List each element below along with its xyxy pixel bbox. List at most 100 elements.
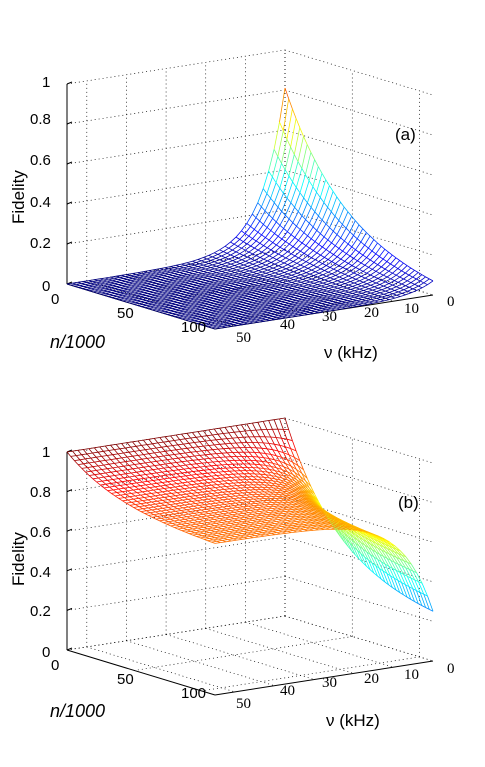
panel-a-mesh-n15-15 <box>253 277 259 280</box>
panel-b-mesh-n0-38 <box>72 449 78 452</box>
panel-b-mesh-n38-36 <box>223 537 230 539</box>
panel-b-mesh-n37-28 <box>263 529 270 531</box>
panel-a-mesh-nu17-7 <box>218 269 223 272</box>
panel-b-mesh-n30-2 <box>379 554 386 565</box>
panel-a-mesh-nu27-21 <box>215 296 220 298</box>
panel-b-mesh-n2-39 <box>74 459 80 461</box>
panel-b-mesh-n0-28 <box>126 441 133 443</box>
panel-a-mesh-n19-6 <box>316 263 323 268</box>
panel-a-mesh-nu25-20 <box>222 293 227 296</box>
panel-a-mesh-n9-25 <box>176 280 183 283</box>
panel-a-mesh-nu16-17 <box>260 280 265 283</box>
panel-a-mesh-nu29-10 <box>163 285 168 288</box>
panel-a-mesh-n31-39 <box>181 317 188 320</box>
panel-a-mesh-nu17-10 <box>229 273 234 276</box>
panel-a-mesh-n15-34 <box>149 295 156 297</box>
panel-b-gridline-nu3-f <box>165 634 315 680</box>
panel-a-mesh-n39-12 <box>358 302 364 305</box>
panel-a-mesh-nu21-12 <box>214 280 219 283</box>
panel-b-mesh-n11-8 <box>276 476 283 479</box>
panel-a-mesh-n29-1 <box>381 261 388 268</box>
panel-a-mesh-n30-9 <box>341 287 348 290</box>
panel-a-mesh-n9-9 <box>263 255 270 260</box>
panel-a-mesh-nu8-34 <box>367 291 372 294</box>
panel-b-mesh-n16-26 <box>197 491 203 494</box>
panel-a-mesh-nu3-3 <box>279 187 284 194</box>
panel-a-mesh-n34-32 <box>230 315 237 317</box>
panel-b-mesh-n30-28 <box>237 519 244 521</box>
panel-a-mesh-nu28-14 <box>184 289 189 291</box>
panel-a-mesh-nu15-7 <box>229 266 233 269</box>
panel-a-mesh-nu1-2 <box>286 138 291 148</box>
panel-b-mesh-n22-32 <box>186 508 193 511</box>
panel-a-mesh-n30-28 <box>237 307 244 309</box>
panel-a-mesh-nu31-28 <box>219 307 224 310</box>
panel-a-mesh-nu38-6 <box>99 288 104 291</box>
panel-a-mesh-n35-5 <box>381 287 388 291</box>
panel-a-mesh-nu7-23 <box>331 273 336 276</box>
panel-b-mesh-n10-39 <box>103 486 110 489</box>
panel-a-mesh-nu28-38 <box>272 316 277 319</box>
panel-a-mesh-nu29-27 <box>226 304 231 307</box>
panel-a-mesh-n18-23 <box>220 289 227 291</box>
panel-a-mesh-nu24-14 <box>205 285 210 288</box>
panel-a-mesh-nu29-26 <box>222 303 228 306</box>
panel-a-mesh-n36-14 <box>336 301 342 304</box>
panel-b-mesh-n14-23 <box>205 484 212 487</box>
panel-a-mesh-n37-4 <box>394 287 401 291</box>
panel-b-mesh-n27-39 <box>166 523 173 525</box>
panel-a-mesh-n16-27 <box>191 290 198 293</box>
panel-b-mesh-n6-34 <box>116 470 122 472</box>
panel-a-mesh-nu32-8 <box>140 285 145 288</box>
panel-a-mesh-nu3-22 <box>349 255 355 259</box>
panel-b-mesh-n13-11 <box>267 479 274 482</box>
panel-a-mesh-nu20-23 <box>260 292 265 294</box>
panel-a-mesh-n9-22 <box>192 277 199 280</box>
panel-a-mesh-n24-19 <box>264 292 271 294</box>
panel-a-mesh-n2-21 <box>172 268 178 271</box>
panel-a-mesh-nu34-2 <box>106 280 111 283</box>
panel-a-mesh-nu9-7 <box>261 251 266 255</box>
panel-a-mesh-n2-22 <box>167 269 173 272</box>
panel-a-mesh-nu6-3 <box>263 224 268 228</box>
panel-a-mesh-n26-20 <box>266 295 273 298</box>
panel-a-mesh-n3-26 <box>148 274 155 277</box>
panel-b-mesh-n27-28 <box>226 514 233 516</box>
panel-a-mesh-n20-5 <box>326 261 333 266</box>
panel-b-mesh-n16-38 <box>131 501 138 503</box>
panel-a-mesh-nu0-1 <box>288 98 293 110</box>
panel-a-mesh-nu23-34 <box>285 307 290 310</box>
panel-a-mesh-n27-19 <box>275 295 282 298</box>
panel-a-mesh-nu32-26 <box>206 306 211 308</box>
panel-a-mesh-n12-8 <box>280 257 287 262</box>
panel-b-mesh-n27-34 <box>194 518 200 521</box>
panel-a-mesh-nu40-19 <box>137 305 142 307</box>
panel-a-mesh-n0-21 <box>165 266 171 269</box>
panel-a-mesh-nu21-19 <box>240 288 245 291</box>
panel-a-mesh-nu20-37 <box>312 308 317 310</box>
panel-a-mesh-n18-15 <box>264 280 270 283</box>
panel-a-mesh-nu35-22 <box>175 304 180 306</box>
panel-b-mesh-n21-2 <box>346 531 353 541</box>
panel-a-mesh-nu16-13 <box>245 276 250 278</box>
panel-b-mesh-n4-0 <box>294 456 301 461</box>
panel-a-mesh-nu6-29 <box>359 280 364 283</box>
panel-a-mesh-nu13-17 <box>276 276 281 279</box>
panel-a-mesh-nu21-20 <box>244 289 249 292</box>
panel-a-mesh-n36-15 <box>330 302 337 304</box>
panel-a-mesh-n29-20 <box>277 298 284 301</box>
panel-a-mesh-nu28-16 <box>191 291 196 294</box>
panel-b-mesh-n22-35 <box>170 510 176 513</box>
panel-a-mesh-nu29-3 <box>137 277 142 280</box>
panel-b-mesh-n13-28 <box>175 485 181 488</box>
panel-b-mesh-n0-27 <box>132 440 138 443</box>
panel-b-mesh-n37-2 <box>405 567 412 579</box>
panel-a-mesh-nu6-21 <box>329 267 334 270</box>
panel-a-mesh-nu37-32 <box>201 317 206 319</box>
panel-b-mesh-n7-32 <box>131 471 137 474</box>
panel-b-mesh-n11-11 <box>260 473 266 476</box>
panel-a-z-tick-1: 0.2 <box>30 235 51 252</box>
panel-a-mesh-n18-32 <box>171 297 178 299</box>
panel-a-mesh-nu1-31 <box>394 265 399 269</box>
panel-a-mesh-nu17-35 <box>321 303 326 305</box>
